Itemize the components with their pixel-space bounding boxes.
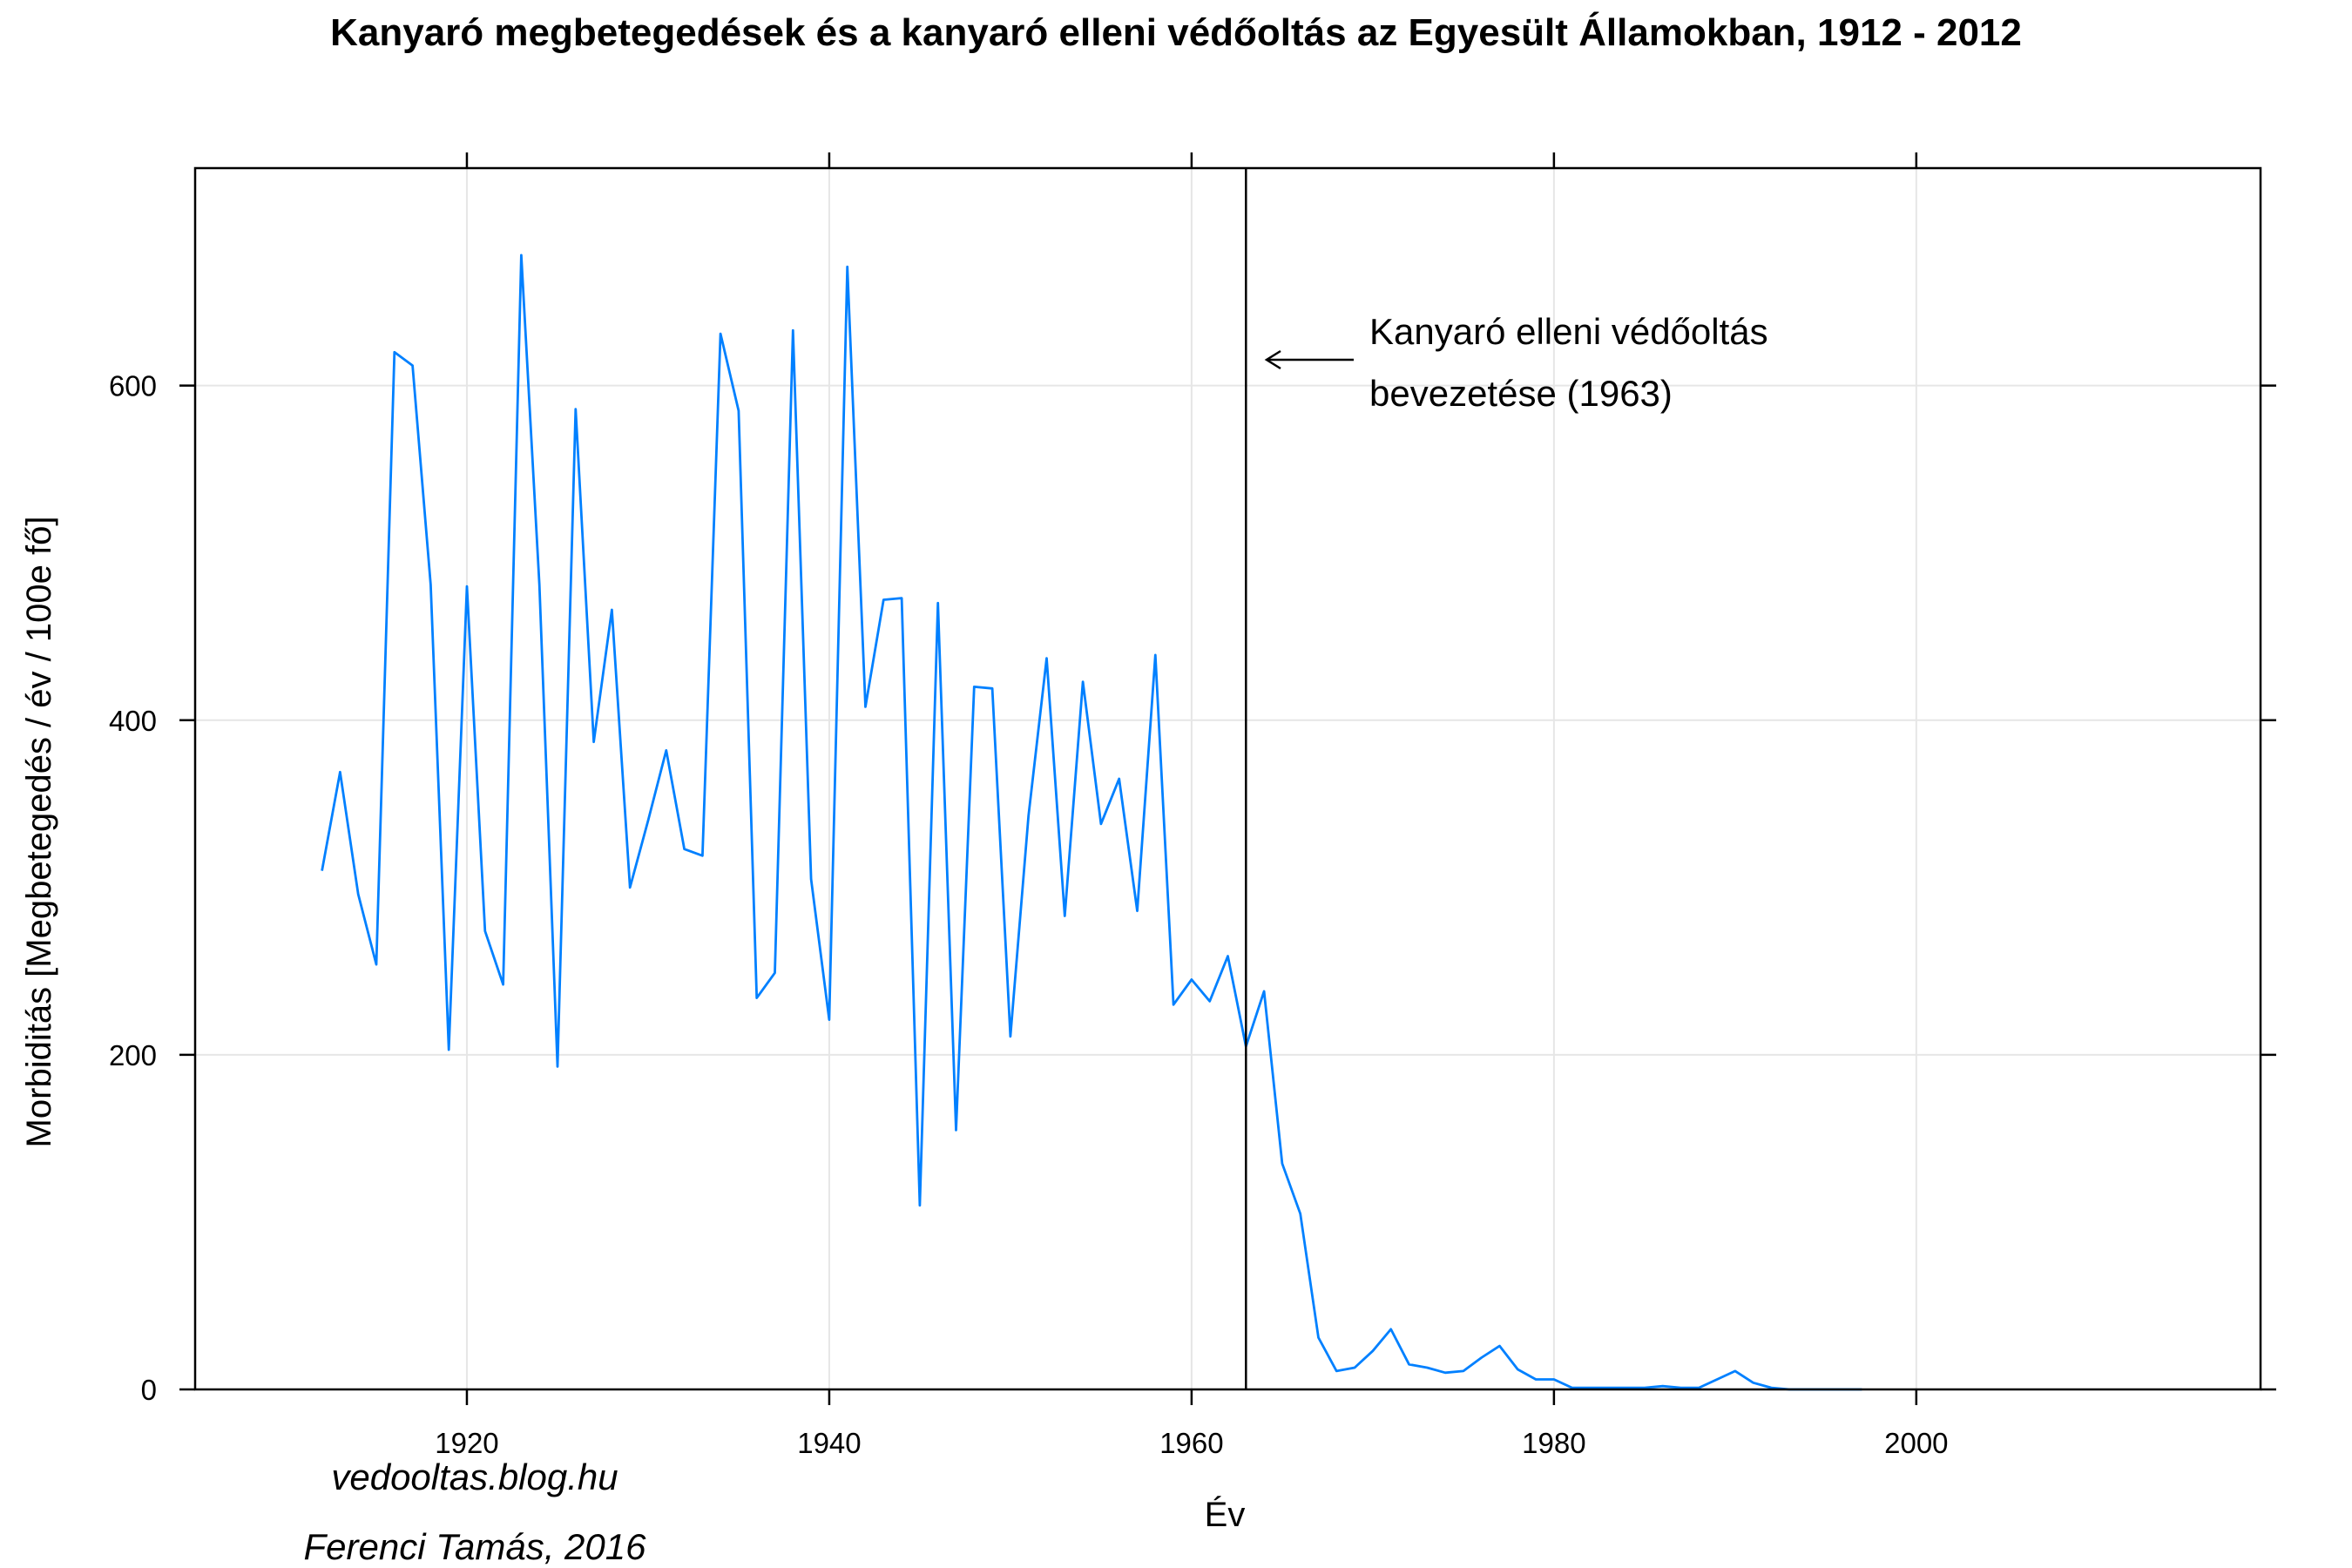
series-layer	[321, 253, 1862, 1391]
chart-title: Kanyaró megbetegedések és a kanyaró elle…	[330, 10, 2022, 54]
x-axis-label: Év	[1205, 1495, 1246, 1534]
x-tick-label: 1980	[1522, 1427, 1585, 1459]
annotation-arrowhead	[1264, 349, 1281, 370]
y-tick-label: 200	[109, 1039, 157, 1071]
y-tick-label: 0	[141, 1374, 157, 1406]
x-tick-label: 1960	[1159, 1427, 1223, 1459]
y-tick-label: 600	[109, 370, 157, 402]
x-tick-label: 2000	[1884, 1427, 1948, 1459]
annotation-line-1: Kanyaró elleni védőoltás	[1369, 311, 1768, 352]
grid	[195, 168, 2261, 1390]
y-tick-label: 400	[109, 705, 157, 737]
y-axis-label: Morbiditás [Megbetegedés / év / 100e fő]	[20, 517, 58, 1148]
credit-blog: vedooltas.blog.hu	[331, 1456, 618, 1497]
x-tick-label: 1940	[797, 1427, 861, 1459]
annotation-line-2: bevezetése (1963)	[1369, 373, 1673, 414]
x-tick-label: 1920	[435, 1427, 498, 1459]
axis-ticks: 1920 1940 1960 1980 2000 0 200 400 600	[109, 152, 2276, 1459]
series-line	[321, 253, 1862, 1391]
plot-frame	[193, 166, 2262, 1391]
annotation: Kanyaró elleni védőoltás bevezetése (196…	[1264, 311, 1768, 414]
credit-author: Ferenci Tamás, 2016	[304, 1526, 647, 1567]
